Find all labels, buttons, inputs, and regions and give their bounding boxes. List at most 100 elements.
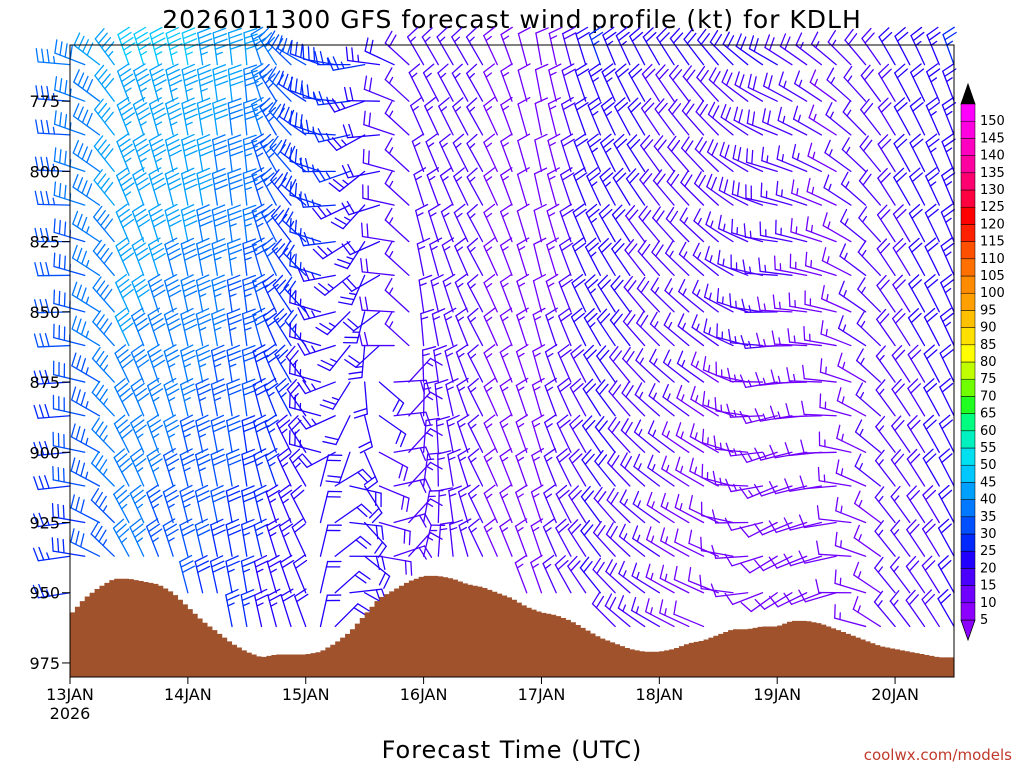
- wind-barb: [559, 167, 575, 206]
- wind-barb: [682, 65, 705, 102]
- wind-barb: [570, 307, 587, 347]
- wind-barb: [673, 565, 705, 594]
- wind-barb: [165, 63, 183, 102]
- colorbar-swatch: [960, 482, 976, 500]
- wind-barb: [181, 97, 198, 136]
- wind-barb: [297, 341, 336, 356]
- wind-barb: [819, 393, 852, 417]
- wind-barb: [843, 65, 867, 102]
- wind-barb: [739, 555, 778, 574]
- wind-barb: [483, 414, 498, 453]
- wind-barb: [289, 181, 322, 206]
- wind-barb: [267, 588, 282, 628]
- wind-barb: [906, 519, 926, 557]
- wind-barb: [71, 352, 101, 383]
- wind-barb: [358, 415, 373, 454]
- wind-barb: [776, 145, 808, 173]
- chart-title: 2026011300 GFS forecast wind profile (kt…: [162, 5, 862, 34]
- wind-barb: [798, 589, 837, 603]
- wind-barb: [649, 348, 675, 383]
- wind-barb: [921, 589, 940, 628]
- wind-barb: [558, 273, 573, 313]
- wind-barb: [783, 517, 823, 531]
- wind-barb: [227, 168, 244, 206]
- wind-barb: [941, 96, 957, 136]
- wind-barb: [924, 274, 940, 313]
- wind-barb: [804, 290, 837, 313]
- wind-barb: [72, 173, 101, 206]
- wind-barb: [430, 274, 444, 313]
- wind-barb: [909, 133, 926, 173]
- wind-barb: [342, 311, 381, 332]
- y-tick-label: 925: [29, 514, 60, 533]
- wind-barb: [408, 461, 443, 487]
- wind-barb: [52, 431, 86, 453]
- wind-barb: [516, 237, 530, 276]
- wind-barb: [297, 415, 336, 430]
- wind-barb: [835, 459, 867, 487]
- wind-barb: [252, 307, 269, 347]
- wind-barb: [876, 308, 896, 347]
- wind-barb: [533, 203, 547, 243]
- wind-barb: [181, 27, 199, 66]
- wind-barb: [907, 344, 926, 383]
- x-tick-label: 16JAN: [400, 685, 448, 704]
- wind-barb: [819, 358, 852, 383]
- wind-barb: [515, 484, 528, 524]
- wind-barb: [873, 590, 896, 628]
- wind-barb: [422, 63, 439, 102]
- wind-barb: [343, 86, 381, 102]
- wind-barb: [163, 344, 180, 383]
- wind-barb: [837, 352, 867, 383]
- wind-barb: [252, 377, 269, 417]
- colorbar-label: 105: [980, 269, 1005, 284]
- wind-barb: [703, 283, 734, 313]
- wind-barb: [515, 377, 529, 417]
- wind-barb: [573, 133, 588, 173]
- wind-barb: [562, 26, 577, 66]
- wind-barb: [718, 176, 749, 206]
- colorbar-swatch: [960, 155, 976, 174]
- wind-barb: [714, 396, 749, 417]
- wind-barb: [889, 590, 911, 628]
- wind-barb: [531, 448, 544, 487]
- wind-barb: [860, 64, 881, 102]
- colorbar-swatch: [960, 550, 976, 569]
- wind-barb: [742, 259, 778, 276]
- wind-barb: [678, 241, 705, 276]
- wind-barb: [692, 242, 719, 276]
- colorbar-label: 5: [980, 613, 988, 628]
- wind-barb: [226, 274, 243, 313]
- wind-barb: [466, 274, 484, 313]
- wind-barb: [312, 128, 351, 143]
- wind-barb: [300, 119, 336, 136]
- colorbar-label: 85: [980, 338, 997, 353]
- wind-barb: [298, 193, 336, 208]
- wind-barb: [667, 135, 690, 173]
- wind-barb: [72, 210, 101, 243]
- wind-barb: [410, 96, 425, 136]
- wind-barb: [262, 273, 279, 313]
- wind-barb: [253, 555, 269, 594]
- wind-barb: [746, 109, 778, 136]
- colorbar-swatch: [960, 206, 976, 225]
- wind-barb: [72, 139, 101, 173]
- wind-barb: [547, 133, 561, 173]
- wind-barb: [280, 588, 296, 628]
- wind-barb: [384, 101, 410, 136]
- colorbar-swatch: [960, 602, 976, 621]
- wind-barb: [601, 63, 616, 102]
- wind-barb: [35, 119, 71, 136]
- wind-barb: [227, 64, 244, 102]
- wind-barb: [442, 273, 456, 313]
- wind-barb: [197, 27, 214, 66]
- wind-barb: [52, 465, 86, 487]
- wind-barb: [418, 274, 433, 313]
- wind-barb: [877, 134, 896, 173]
- wind-barb: [548, 63, 562, 102]
- wind-barb: [71, 244, 101, 276]
- wind-barb: [436, 27, 454, 66]
- wind-barb: [788, 292, 823, 313]
- wind-barb: [165, 97, 183, 136]
- wind-barb: [548, 27, 562, 66]
